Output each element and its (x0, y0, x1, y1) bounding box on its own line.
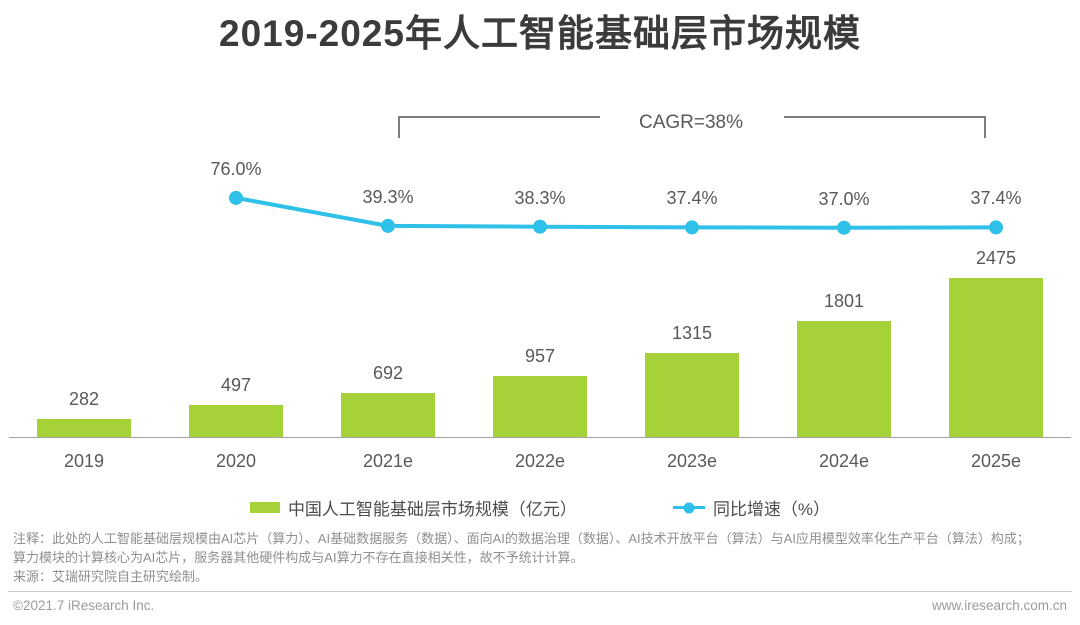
bar-series-swatch-icon (249, 502, 280, 513)
x-axis-tick-2022e: 2022e (514, 451, 566, 471)
x-axis-tick-2025e: 2025e (970, 451, 1022, 471)
bar-value-label-2024e: 1801 (823, 291, 865, 311)
footnotes: 注释：此处的人工智能基础层规模由AI芯片（算力）、AI基础数据服务（数据）、面向… (13, 529, 1069, 586)
note-source: 来源：艾瑞研究院自主研究绘制。 (13, 569, 209, 584)
bar-2021e (341, 393, 435, 437)
bar-2023e (645, 353, 739, 437)
note-line-1: 注释：此处的人工智能基础层规模由AI芯片（算力）、AI基础数据服务（数据）、面向… (13, 531, 1030, 546)
growth-label-2025e: 37.4% (970, 188, 1022, 209)
bar-2019 (37, 419, 131, 437)
cagr-bracket-left (398, 116, 600, 138)
bar-2022e (493, 376, 587, 437)
line-series-marker-icon (672, 502, 705, 513)
bar-value-label-2022e: 957 (524, 346, 556, 366)
x-axis-line (9, 437, 1071, 438)
growth-label-2022e: 38.3% (514, 187, 566, 208)
legend-line-series-label: 同比增速（%） (712, 500, 831, 519)
cagr-bracket-right (784, 116, 986, 138)
x-axis-tick-2020: 2020 (215, 451, 257, 471)
growth-label-2023e: 37.4% (666, 188, 718, 209)
bar-2025e (949, 278, 1043, 437)
bar-value-label-2021e: 692 (372, 363, 404, 383)
legend-bar-series-label: 中国人工智能基础层市场规模（亿元） (287, 500, 577, 519)
chart-title: 2019-2025年人工智能基础层市场规模 (219, 13, 861, 54)
x-axis-tick-2023e: 2023e (666, 451, 718, 471)
x-axis-tick-2021e: 2021e (362, 451, 414, 471)
legend-item-line-series: 同比增速（%） (672, 495, 831, 520)
bar-value-label-2023e: 1315 (671, 323, 713, 343)
footer: ©2021.7 iResearch Inc. www.iresearch.com… (13, 598, 1067, 613)
bar-value-label-2025e: 2475 (975, 248, 1017, 268)
x-axis-tick-2024e: 2024e (818, 451, 870, 471)
growth-label-2024e: 37.0% (818, 188, 870, 209)
footer-divider (8, 591, 1072, 592)
growth-label-2020: 76.0% (210, 158, 262, 179)
x-axis-tick-2019: 2019 (63, 451, 105, 471)
bar-2020 (189, 405, 283, 437)
line-series-dot-icon (683, 502, 695, 513)
footer-copyright: ©2021.7 iResearch Inc. (13, 598, 155, 613)
footer-website: www.iresearch.com.cn (931, 598, 1067, 613)
bar-value-label-2020: 497 (220, 375, 252, 395)
bar-value-label-2019: 282 (68, 389, 100, 409)
legend-item-bar-series: 中国人工智能基础层市场规模（亿元） (249, 495, 577, 520)
cagr-label: CAGR=38% (638, 112, 744, 133)
legend: 中国人工智能基础层市场规模（亿元） 同比增速（%） (0, 495, 1080, 520)
growth-label-2021e: 39.3% (362, 186, 414, 207)
bar-2024e (797, 321, 891, 437)
note-line-2: 算力模块的计算核心为AI芯片，服务器其他硬件构成与AI算力不存在直接相关性，故不… (13, 550, 584, 565)
